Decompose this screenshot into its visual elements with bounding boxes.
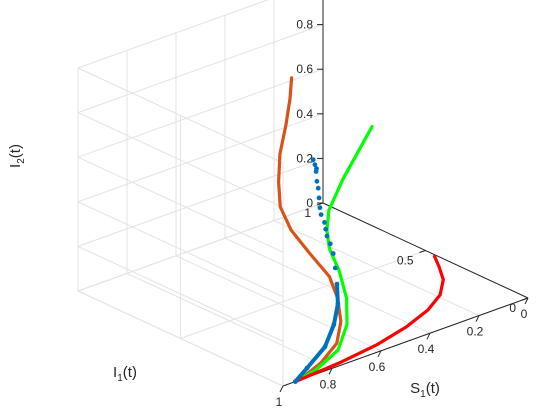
x-tick-label: 1	[276, 395, 283, 408]
x-axis-line	[282, 297, 529, 387]
series-3-point	[324, 233, 330, 239]
y-axis-label: I1(t)	[113, 364, 137, 384]
series-group	[277, 76, 445, 384]
grid-line	[77, 245, 284, 342]
series-3-point	[330, 251, 336, 256]
y-tick-mark	[419, 250, 426, 253]
series-3-dense-tail	[293, 282, 340, 384]
series-3-point	[312, 162, 318, 168]
grid-line	[77, 68, 324, 158]
x-axis-label: S1(t)	[410, 380, 440, 400]
y-tick-label: 0	[509, 301, 516, 315]
grid-line	[77, 201, 284, 298]
series-3-point	[316, 195, 322, 201]
z-axis-label: I2(t)	[7, 144, 27, 168]
x-tick-mark	[328, 368, 333, 375]
x-tick-mark	[475, 315, 480, 322]
z-tick-label: 0.2	[296, 151, 313, 165]
y-tick-label: 1	[304, 206, 311, 220]
grid-line	[77, 67, 284, 164]
series-3-point	[332, 265, 338, 271]
series-3-point	[310, 157, 316, 163]
x-tick-label: 0	[521, 307, 528, 321]
x-tick-mark	[279, 385, 284, 393]
grid-line	[77, 156, 284, 253]
z-tick-label: 0.8	[296, 18, 313, 32]
x-tick-mark	[426, 332, 431, 340]
series-0-line	[277, 76, 343, 384]
grid-line	[77, 112, 284, 209]
axis-labels: S1(t) I1(t) I2(t)	[7, 144, 440, 400]
series-3-point	[318, 212, 324, 218]
grid-line	[77, 290, 284, 387]
z-tick-label: 0	[306, 196, 313, 210]
grid-line	[77, 202, 324, 292]
z-tick-label: 0.4	[296, 107, 313, 121]
y-tick-mark	[521, 297, 529, 301]
series-3-point	[322, 220, 327, 225]
series-3-point	[317, 205, 323, 211]
grid-line	[77, 157, 324, 247]
y-tick-label: 0.5	[397, 254, 414, 268]
grid-lines	[77, 0, 529, 387]
series-2-line	[293, 254, 445, 384]
series-3-point	[327, 241, 333, 247]
series-3-point	[313, 169, 319, 174]
grid-line	[77, 0, 269, 69]
grid-line	[77, 24, 324, 114]
x-tick-label: 0.6	[369, 360, 386, 374]
x-tick-label: 0.8	[320, 377, 337, 391]
series-3-point	[323, 226, 329, 232]
x-tick-label: 0.4	[418, 342, 435, 356]
z-tick-label: 0.6	[296, 62, 313, 76]
series-3-point	[315, 185, 321, 191]
series-3-point	[314, 178, 320, 184]
grid-line	[180, 250, 426, 339]
x-tick-mark	[377, 350, 382, 358]
series-1-line	[293, 124, 374, 384]
x-tick-mark	[524, 297, 529, 305]
grid-line	[77, 113, 324, 203]
x-tick-label: 0.2	[467, 325, 484, 339]
